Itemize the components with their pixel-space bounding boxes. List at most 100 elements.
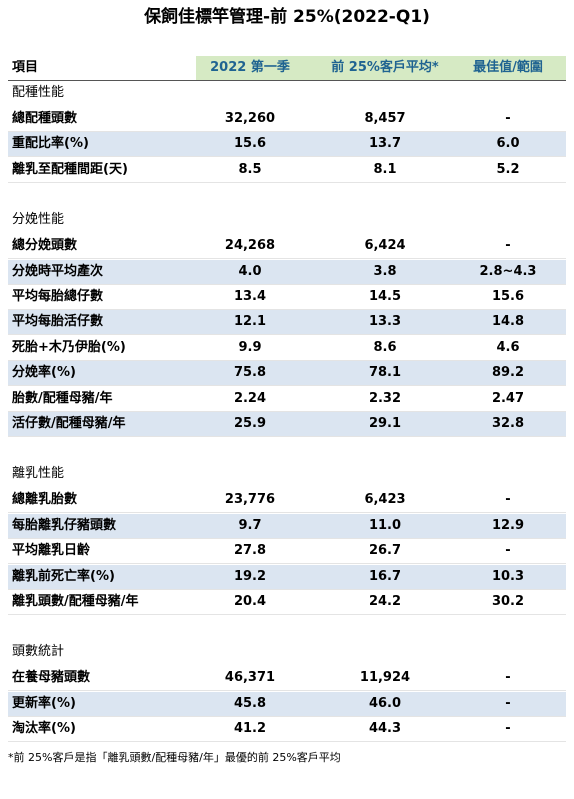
table-row bbox=[8, 387, 566, 412]
cell-value: 25.9 bbox=[233, 416, 267, 431]
cell-value: 13.4 bbox=[233, 289, 267, 304]
cell-value: 44.3 bbox=[368, 721, 402, 737]
row-label: 離乳頭數/配種母豬/年 bbox=[12, 594, 139, 609]
cell-value: - bbox=[505, 670, 511, 686]
row-label: 分娩時平均產次 bbox=[12, 263, 104, 279]
row-label: 平均離乳日齡 bbox=[12, 543, 91, 559]
cell-value: 26.7 bbox=[368, 543, 402, 559]
row-label: 在養母豬頭數 bbox=[12, 670, 91, 686]
column-header: 最佳值/範圍 bbox=[473, 60, 543, 75]
cell-value: 12.1 bbox=[233, 314, 267, 330]
table-row bbox=[8, 539, 566, 565]
cell-value: 30.2 bbox=[491, 594, 525, 609]
cell-value: 14.8 bbox=[491, 314, 525, 330]
table-row bbox=[8, 691, 566, 717]
row-label: 總離乳胎數 bbox=[12, 492, 78, 508]
cell-value: 14.5 bbox=[368, 289, 402, 304]
row-label: 平均每胎活仔數 bbox=[12, 314, 104, 330]
title: 保飼佳標竿管理-前 25%(2022-Q1) bbox=[144, 7, 430, 27]
row-label: 胎數/配種母豬/年 bbox=[12, 390, 113, 406]
section-title: 分娩性能 bbox=[12, 212, 65, 228]
cell-value: 6,424 bbox=[364, 238, 406, 254]
cell-value: 8,457 bbox=[364, 111, 406, 126]
cell-value: 13.7 bbox=[368, 136, 402, 152]
cell-value: - bbox=[505, 721, 511, 737]
cell-value: 12.9 bbox=[491, 517, 525, 533]
header-rule bbox=[8, 80, 566, 81]
header-label: 項目 bbox=[12, 60, 39, 75]
header-background bbox=[196, 56, 566, 80]
section-title: 頭數統計 bbox=[12, 644, 65, 660]
cell-value: 16.7 bbox=[368, 568, 402, 584]
cell-value: 11,924 bbox=[359, 670, 411, 686]
table-row bbox=[8, 234, 566, 260]
cell-value: - bbox=[505, 492, 511, 508]
table-row bbox=[8, 488, 566, 514]
cell-value: 8.6 bbox=[373, 339, 397, 355]
table-row bbox=[8, 717, 566, 743]
cell-value: 2.24 bbox=[233, 390, 267, 406]
row-label: 更新率(%) bbox=[12, 695, 76, 711]
row-label: 活仔數/配種母豬/年 bbox=[12, 416, 126, 431]
cell-value: 41.2 bbox=[233, 721, 267, 737]
cell-value: 6,423 bbox=[364, 492, 406, 508]
cell-value: 78.1 bbox=[368, 365, 402, 381]
cell-value: 10.3 bbox=[491, 568, 525, 584]
cell-value: 13.3 bbox=[368, 314, 402, 330]
row-label: 淘汰率(%) bbox=[12, 721, 76, 737]
section-title: 離乳性能 bbox=[12, 466, 65, 482]
table-row bbox=[8, 590, 566, 615]
table-row bbox=[8, 513, 566, 539]
cell-value: 11.0 bbox=[368, 517, 402, 533]
row-label: 離乳前死亡率(%) bbox=[12, 568, 115, 584]
table-row bbox=[8, 564, 566, 590]
table-row bbox=[8, 361, 566, 387]
cell-value: 15.6 bbox=[233, 136, 267, 152]
cell-value: 46.0 bbox=[368, 695, 402, 711]
column-header: 2022 第一季 bbox=[210, 60, 290, 75]
cell-value: 27.8 bbox=[233, 543, 267, 559]
cell-value: 24.2 bbox=[368, 594, 402, 609]
row-label: 總分娩頭數 bbox=[12, 238, 78, 254]
cell-value: 2.8~4.3 bbox=[479, 263, 537, 279]
cell-value: - bbox=[505, 111, 511, 126]
cell-value: 46,371 bbox=[224, 670, 276, 686]
cell-value: - bbox=[505, 543, 511, 559]
table-row bbox=[8, 412, 566, 437]
cell-value: 8.5 bbox=[238, 161, 262, 177]
table-row bbox=[8, 666, 566, 692]
cell-value: - bbox=[505, 695, 511, 711]
cell-value: 9.9 bbox=[238, 339, 262, 355]
table-row bbox=[8, 132, 566, 158]
cell-value: 32,260 bbox=[224, 111, 276, 126]
cell-value: 29.1 bbox=[368, 416, 402, 431]
row-label: 重配比率(%) bbox=[12, 136, 89, 152]
cell-value: 5.2 bbox=[496, 161, 520, 177]
row-label: 分娩率(%) bbox=[12, 365, 76, 381]
row-label: 每胎離乳仔豬頭數 bbox=[12, 517, 117, 533]
row-label: 總配種頭數 bbox=[12, 111, 78, 126]
cell-value: 89.2 bbox=[491, 365, 525, 381]
table-row bbox=[8, 259, 566, 285]
cell-value: 24,268 bbox=[224, 238, 276, 254]
cell-value: - bbox=[505, 238, 511, 254]
cell-value: 45.8 bbox=[233, 695, 267, 711]
footnote: *前 25%客戶是指「離乳頭數/配種母豬/年」最優的前 25%客戶平均 bbox=[8, 751, 341, 764]
cell-value: 6.0 bbox=[496, 136, 520, 152]
table-row bbox=[8, 336, 566, 361]
cell-value: 2.47 bbox=[491, 390, 525, 406]
cell-value: 15.6 bbox=[491, 289, 525, 304]
cell-value: 19.2 bbox=[233, 568, 267, 584]
cell-value: 23,776 bbox=[224, 492, 276, 508]
table-row bbox=[8, 158, 566, 183]
row-label: 死胎+木乃伊胎(%) bbox=[12, 339, 126, 355]
table-row bbox=[8, 285, 566, 310]
column-header: 前 25%客戶平均* bbox=[331, 60, 439, 75]
cell-value: 32.8 bbox=[491, 416, 525, 431]
table-row bbox=[8, 107, 566, 132]
cell-value: 3.8 bbox=[373, 263, 397, 279]
table-row bbox=[8, 310, 566, 336]
section-title: 配種性能 bbox=[12, 85, 65, 100]
cell-value: 75.8 bbox=[233, 365, 267, 381]
row-label: 平均每胎總仔數 bbox=[12, 289, 104, 304]
